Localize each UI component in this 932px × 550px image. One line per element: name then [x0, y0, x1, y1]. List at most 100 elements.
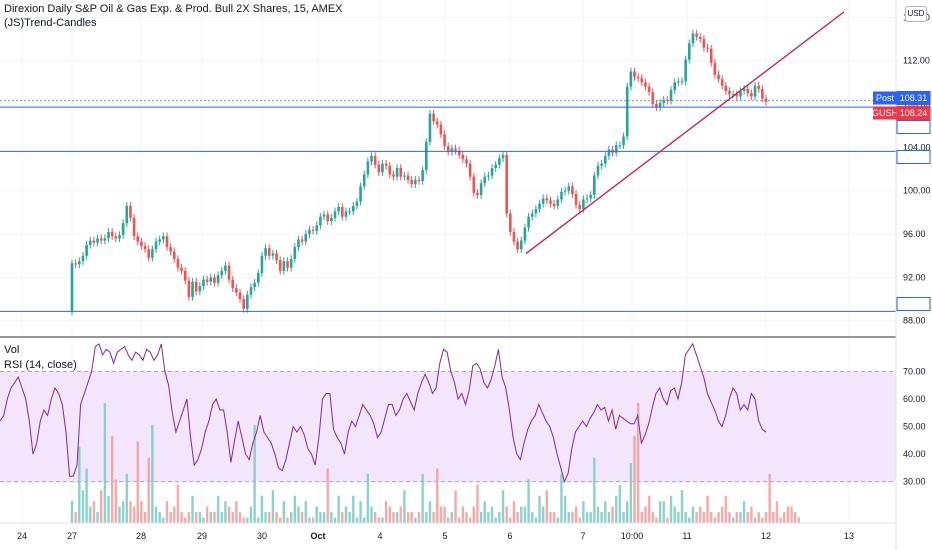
volume-bar	[158, 512, 161, 523]
candle-body	[450, 148, 454, 152]
candle-body	[125, 205, 129, 224]
volume-bar	[622, 512, 625, 523]
volume-bar	[512, 501, 516, 523]
candle-body	[421, 170, 424, 181]
volume-bar	[797, 517, 801, 523]
candle-body	[202, 279, 205, 287]
volume-bar	[520, 506, 523, 523]
candle-body	[680, 81, 684, 83]
candle-body	[286, 261, 289, 268]
price-tag-value: 103.63	[900, 152, 928, 162]
volume-bar	[498, 512, 501, 523]
candle-body	[479, 183, 483, 196]
candle-body	[691, 33, 695, 44]
candle-body	[589, 195, 592, 199]
volume-bar	[746, 512, 749, 523]
candle-body	[275, 253, 278, 261]
candle-body	[213, 277, 216, 283]
candle-body	[410, 179, 413, 185]
candle-body	[187, 280, 191, 297]
candle-body	[384, 163, 388, 166]
volume-bar	[81, 490, 85, 523]
volume-bar	[289, 512, 293, 523]
volume-bar	[454, 490, 457, 523]
volume-bar	[209, 512, 212, 523]
candle-body	[395, 167, 399, 177]
volume-bar	[728, 512, 731, 523]
volume-bar	[428, 501, 432, 523]
volume-bar	[494, 517, 497, 523]
candle-body	[344, 211, 348, 217]
candle-body	[256, 273, 260, 283]
candle-body	[625, 86, 629, 137]
x-tick-label: 24	[17, 531, 27, 541]
candle-body	[85, 244, 88, 256]
volume-bar	[264, 512, 267, 523]
volume-bar	[538, 495, 541, 523]
x-tick-label: 4	[377, 531, 382, 541]
volume-bar	[359, 501, 362, 523]
candle-body	[311, 229, 315, 231]
volume-bar	[724, 495, 728, 523]
volume-bar	[330, 512, 333, 523]
volume-bar	[107, 495, 110, 523]
price-tag-value: 88.87	[902, 299, 925, 309]
candle-body	[333, 211, 337, 218]
candle-body	[227, 265, 231, 280]
indicator-title[interactable]: (JS)Trend-Candles	[4, 17, 97, 29]
volume-bar	[216, 495, 220, 523]
candle-body	[103, 238, 107, 241]
candle-body	[340, 206, 344, 217]
volume-bar	[618, 484, 622, 523]
y-tick-label: 96.00	[903, 229, 926, 239]
volume-bar	[125, 473, 128, 523]
volume-bar	[381, 517, 384, 523]
volume-bar	[593, 457, 596, 523]
candle-body	[545, 198, 549, 201]
candle-body	[154, 241, 158, 250]
price-tag-box	[896, 120, 931, 134]
volume-bar	[297, 506, 300, 523]
candle-body	[706, 47, 709, 49]
volume-bar	[173, 506, 176, 523]
price-tag-label: Post	[876, 93, 895, 103]
candle-body	[739, 91, 742, 97]
volume-bar	[311, 517, 315, 523]
volume-bar	[92, 501, 96, 523]
candle-body	[717, 74, 720, 80]
currency-badge[interactable]: USD	[905, 6, 927, 22]
candle-body	[194, 281, 198, 292]
candle-body	[519, 240, 523, 250]
volume-bar	[114, 479, 118, 523]
volume-bar	[410, 512, 413, 523]
volume-bar	[713, 517, 717, 523]
candle-body	[92, 240, 96, 243]
candle-body	[684, 59, 687, 82]
candle-body	[381, 163, 384, 173]
candle-body	[454, 148, 457, 151]
x-tick-label: 10:00	[621, 531, 644, 541]
volume-label[interactable]: Vol	[4, 344, 20, 356]
volume-bar	[578, 517, 581, 523]
candle-body	[750, 93, 753, 97]
volume-bar	[731, 517, 735, 523]
candle-body	[355, 201, 359, 206]
volume-bar	[706, 495, 709, 523]
candle-body	[640, 78, 644, 83]
volume-bar	[293, 495, 297, 523]
volume-bar	[421, 473, 424, 523]
volume-bar	[78, 446, 81, 523]
volume-bar	[556, 517, 559, 523]
volume-bar	[739, 512, 742, 523]
rsi-tick-label: 30.00	[903, 477, 926, 487]
rsi-label[interactable]: RSI (14, close)	[4, 359, 77, 371]
x-tick-label: 12	[761, 531, 771, 541]
candle-body	[359, 186, 362, 202]
time-axis[interactable]: 24 27 28 29 30 Oct 4 5 6 7 10:00 11 12 13	[17, 531, 854, 541]
volume-bar	[110, 435, 114, 523]
y-tick-label: 100.00	[903, 186, 931, 196]
volume-bar	[505, 506, 508, 523]
candle-body	[158, 239, 161, 242]
